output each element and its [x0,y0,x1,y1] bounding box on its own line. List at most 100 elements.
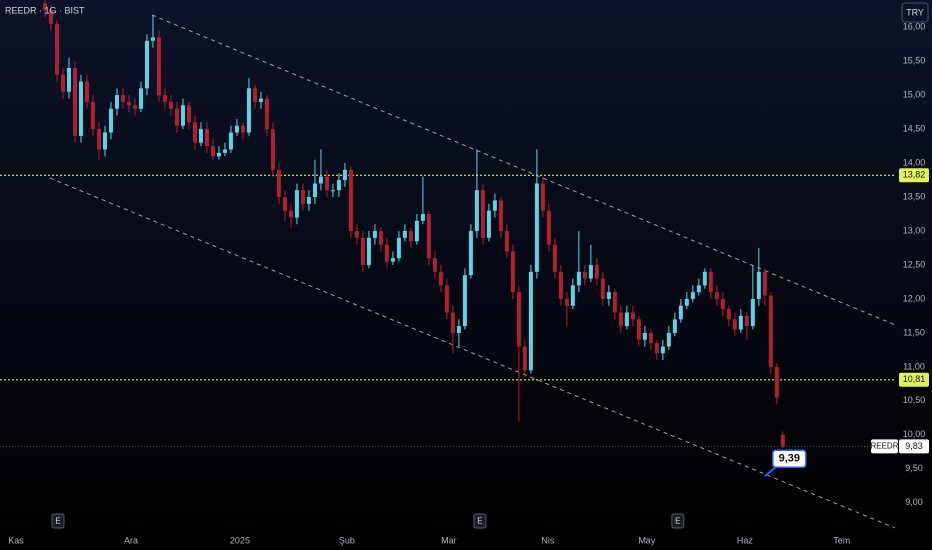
candle-body [354,231,359,238]
candle-body [708,271,713,293]
candle-body [624,312,629,327]
earnings-marker [473,513,487,529]
candle-body [360,237,365,265]
candle-body [678,305,683,320]
y-tick-label: 10,50 [903,395,926,405]
price-label-box [899,372,929,387]
candle-body [108,108,113,133]
x-tick-label: Tem [833,535,850,545]
x-tick-label: Şub [339,535,355,545]
candle-body [318,176,323,184]
price-label: 10,81 [903,374,926,384]
candle-body [222,149,227,153]
candle-body [744,315,749,327]
y-tick-label: 10,00 [903,429,926,439]
candle-body [282,197,287,211]
candle-body [720,298,725,310]
candle-body [228,132,233,150]
candle-body [426,214,431,259]
candle-body [42,3,47,11]
candle-body [336,180,341,191]
candle-body [498,200,503,232]
candle-body [594,264,599,279]
candles [42,0,785,449]
callout-box [772,449,807,469]
candle-body [582,271,587,279]
price-label-box [899,168,929,183]
candle-body [762,271,767,296]
candle-body [660,346,665,354]
candle-body [738,315,743,330]
price-label: 13,82 [903,170,926,180]
candle-body [366,237,371,265]
earnings-label: E [477,517,482,526]
candle-body [570,285,575,306]
callout-text: 9,39 [779,453,800,465]
candle-body [180,105,185,126]
currency-label[interactable]: TRY [906,7,924,17]
candle-body [750,298,755,327]
y-tick-label: 14,00 [903,157,926,167]
candle-body [456,326,461,333]
candle-body [600,278,605,299]
labels: 9,00 9,50 10,00 10,50 11,00 11,50 12,00 12,50 13… [8,22,929,545]
candle-body [432,258,437,272]
y-tick-label: 11,00 [903,361,925,371]
candle-body [726,309,731,320]
candle-body [240,125,245,133]
candle-body [732,319,737,330]
candle-body [270,129,275,170]
y-tick-label: 12,50 [903,259,926,269]
x-tick-label: Ara [124,535,138,545]
candle-body [60,74,65,92]
candle-body [510,251,515,293]
candle-body [72,67,77,136]
candle-body [714,292,719,299]
candle-body [462,275,467,327]
y-tick-label: 13,50 [903,191,926,201]
candle-body [420,214,425,221]
y-tick-label: 12,00 [903,293,926,303]
candle-body [468,231,473,276]
earnings-label: E [55,517,60,526]
candle-body [120,95,125,102]
symbol-label-box [871,439,898,454]
candle-body [684,298,689,306]
candle-body [588,264,593,279]
candle-body [756,271,761,299]
candle-body [558,271,563,299]
candle-body [246,88,251,133]
candle-body [156,37,161,96]
candle-body [444,285,449,313]
candle-body [540,183,545,211]
trend-line [49,177,896,529]
candle-body [150,37,155,41]
candle-body [522,346,527,371]
x-tick-label: Nis [541,535,554,545]
candle-body [546,210,551,245]
candle-body [618,312,623,327]
y-tick-label: 13,00 [903,225,926,235]
candle-body [396,237,401,259]
currency-button[interactable] [901,2,929,23]
candle-body [54,23,59,75]
candle-body [210,146,215,157]
candle-body [564,298,569,306]
candle-body [144,40,149,89]
candle-body [486,210,491,238]
candle-body [348,169,353,232]
candle-body [414,220,419,242]
candle-body [630,312,635,320]
symbol-label: REEDR [870,442,898,451]
chart-title: REEDR · 1G · BIST [5,5,85,15]
candle-body [198,129,203,143]
candle-body [636,319,641,340]
candle-body [612,292,617,313]
candle-body [258,98,263,102]
candle-body [162,95,167,102]
candle-body [234,125,239,133]
candle-body [480,190,485,238]
candle-body [78,81,83,136]
candle-body [402,231,407,238]
candle-body [186,105,191,123]
